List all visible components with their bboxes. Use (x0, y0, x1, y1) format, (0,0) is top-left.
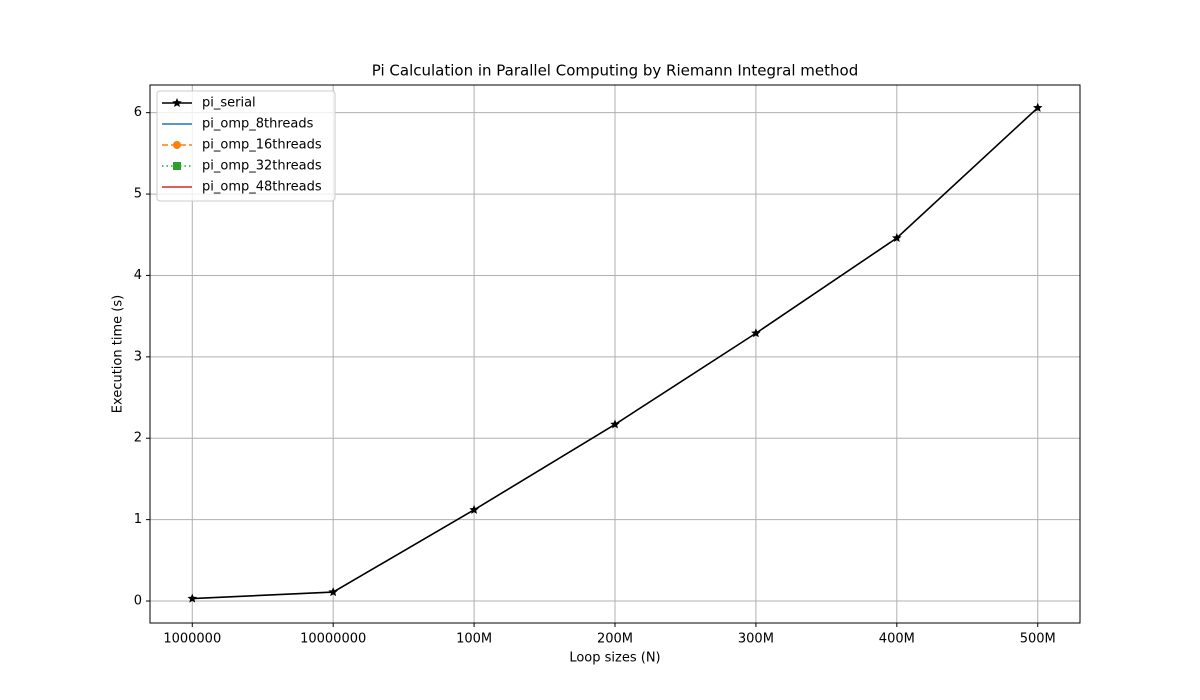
y-axis-label: Execution time (s) (111, 295, 126, 413)
y-tick-label: 0 (134, 594, 142, 609)
point (328, 587, 338, 597)
point (892, 233, 902, 243)
y-tick-label: 3 (134, 349, 142, 364)
chart-title: Pi Calculation in Parallel Computing by … (372, 62, 858, 80)
point (1032, 102, 1043, 112)
legend-label: pi_omp_32threads (202, 159, 322, 174)
point (751, 328, 761, 338)
point (172, 98, 182, 108)
legend-label: pi_omp_48threads (202, 180, 322, 195)
y-tick-label: 5 (134, 187, 142, 202)
point (610, 419, 620, 429)
x-tick-label: 300M (738, 632, 774, 647)
y-tick-label: 6 (134, 105, 142, 120)
point (469, 504, 479, 514)
point (173, 162, 181, 170)
x-tick-label: 10000000 (300, 632, 366, 647)
y-tick-label: 4 (134, 268, 142, 283)
plot-area (187, 102, 1043, 603)
legend-label: pi_serial (202, 96, 256, 111)
x-tick-label: 100M (456, 632, 492, 647)
x-tick-label: 400M (879, 632, 915, 647)
point (187, 593, 198, 603)
x-tick-label: 200M (597, 632, 633, 647)
y-tick-label: 2 (134, 431, 142, 446)
legend-box (156, 90, 336, 202)
x-tick-label: 500M (1020, 632, 1056, 647)
legend-label: pi_omp_8threads (202, 117, 314, 132)
y-tick-label: 1 (134, 512, 142, 527)
legend-label: pi_omp_16threads (202, 138, 322, 153)
x-axis-label: Loop sizes (N) (569, 651, 660, 666)
point (173, 141, 181, 149)
legend: pi_serial pi_omp_8threads pi_omp_16threads… (156, 90, 336, 202)
x-tick-label: 1000000 (163, 632, 221, 647)
